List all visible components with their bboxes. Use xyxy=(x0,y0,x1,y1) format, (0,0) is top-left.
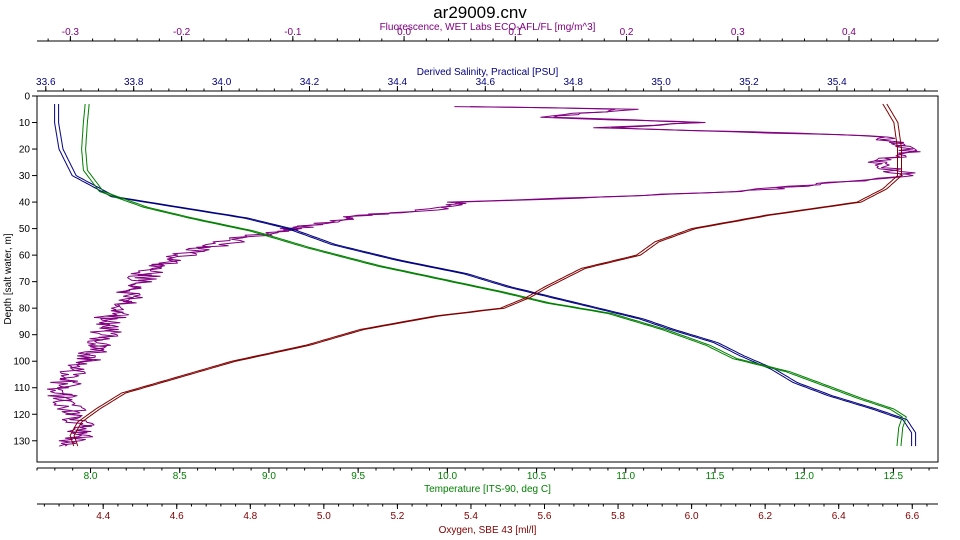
y-tick-label: 0 xyxy=(24,92,30,103)
salinity-tick-label: 35.2 xyxy=(739,77,759,88)
temperature-tick-label: 12.0 xyxy=(794,471,814,482)
temperature-trace xyxy=(81,103,903,447)
oxygen-trace-upcast xyxy=(73,103,902,447)
y-tick-label: 70 xyxy=(19,277,31,288)
temperature-tick-label: 11.0 xyxy=(616,471,635,482)
y-tick-label: 40 xyxy=(19,198,31,209)
salinity-tick-label: 35.0 xyxy=(651,77,671,88)
y-tick-label: 20 xyxy=(19,145,31,156)
oxygen-trace xyxy=(69,103,898,447)
y-tick-label: 60 xyxy=(19,251,31,262)
oxygen-tick-label: 6.0 xyxy=(685,511,699,522)
y-axis-label: Depth [salt water, m] xyxy=(3,233,14,324)
temperature-tick-label: 8.0 xyxy=(84,471,98,482)
salinity-tick-label: 33.8 xyxy=(124,77,144,88)
oxygen-tick-label: 4.8 xyxy=(243,511,257,522)
oxygen-tick-label: 6.4 xyxy=(832,511,846,522)
y-tick-label: 10 xyxy=(19,118,31,129)
plot-frame xyxy=(36,95,939,463)
temperature-tick-label: 10.5 xyxy=(527,471,547,482)
y-tick-label: 80 xyxy=(19,304,31,315)
salinity-tick-label: 34.4 xyxy=(388,77,408,88)
oxygen-tick-label: 5.8 xyxy=(611,511,625,522)
salinity-tick-label: 35.4 xyxy=(827,77,847,88)
fluorescence-tick-label: 0.3 xyxy=(731,27,745,38)
salinity-tick-label: 34.8 xyxy=(563,77,583,88)
y-tick-label: 30 xyxy=(19,171,31,182)
y-tick-label: 50 xyxy=(19,224,31,235)
oxygen-axis-label: Oxygen, SBE 43 [ml/l] xyxy=(439,525,537,536)
temperature-tick-label: 9.5 xyxy=(351,471,365,482)
oxygen-tick-label: 5.0 xyxy=(317,511,331,522)
temperature-tick-label: 9.0 xyxy=(262,471,276,482)
salinity-axis-label: Derived Salinity, Practical [PSU] xyxy=(417,67,559,78)
fluorescence-trace-upcast xyxy=(52,106,918,447)
temperature-tick-label: 11.5 xyxy=(706,471,725,482)
y-tick-label: 90 xyxy=(19,330,31,341)
chart-title: ar29009.cnv xyxy=(433,3,527,22)
y-tick-label: 100 xyxy=(13,357,30,368)
oxygen-tick-label: 5.4 xyxy=(464,511,478,522)
oxygen-tick-label: 4.6 xyxy=(170,511,184,522)
oxygen-tick-label: 6.6 xyxy=(905,511,919,522)
y-tick-label: 110 xyxy=(14,383,30,394)
oxygen-tick-label: 6.2 xyxy=(758,511,772,522)
salinity-tick-label: 34.2 xyxy=(300,77,320,88)
salinity-tick-label: 33.6 xyxy=(36,77,56,88)
salinity-trace-upcast xyxy=(58,104,917,447)
y-tick-label: 130 xyxy=(13,436,30,447)
temperature-tick-label: 8.5 xyxy=(173,471,187,482)
oxygen-tick-label: 4.4 xyxy=(96,511,110,522)
salinity-tick-label: 34.0 xyxy=(212,77,232,88)
fluorescence-tick-label: -0.1 xyxy=(284,27,302,38)
fluorescence-tick-label: 0.0 xyxy=(397,27,411,38)
temperature-axis-label: Temperature [ITS-90, deg C] xyxy=(424,484,551,495)
temperature-tick-label: 10.0 xyxy=(438,471,458,482)
fluorescence-tick-label: -0.3 xyxy=(62,27,80,38)
fluorescence-tick-label: 0.1 xyxy=(508,27,522,38)
fluorescence-trace xyxy=(46,106,921,447)
fluorescence-tick-label: -0.2 xyxy=(173,27,191,38)
salinity-trace xyxy=(54,104,913,447)
series-layer xyxy=(46,103,921,447)
oxygen-tick-label: 5.2 xyxy=(390,511,404,522)
temperature-tick-label: 12.5 xyxy=(884,471,904,482)
fluorescence-tick-label: 0.4 xyxy=(842,27,856,38)
oxygen-tick-label: 5.6 xyxy=(538,511,552,522)
fluorescence-axis-label: Fluorescence, WET Labs ECO-AFL/FL [mg/m^… xyxy=(380,22,596,33)
y-tick-label: 120 xyxy=(13,410,30,421)
salinity-tick-label: 34.6 xyxy=(476,77,496,88)
axes: 0 10 20 30 40 50 60 70 80 90 100 110 120 130 Depth [sa… xyxy=(3,22,939,536)
temperature-trace-upcast xyxy=(85,103,907,447)
fluorescence-tick-label: 0.2 xyxy=(620,27,634,38)
